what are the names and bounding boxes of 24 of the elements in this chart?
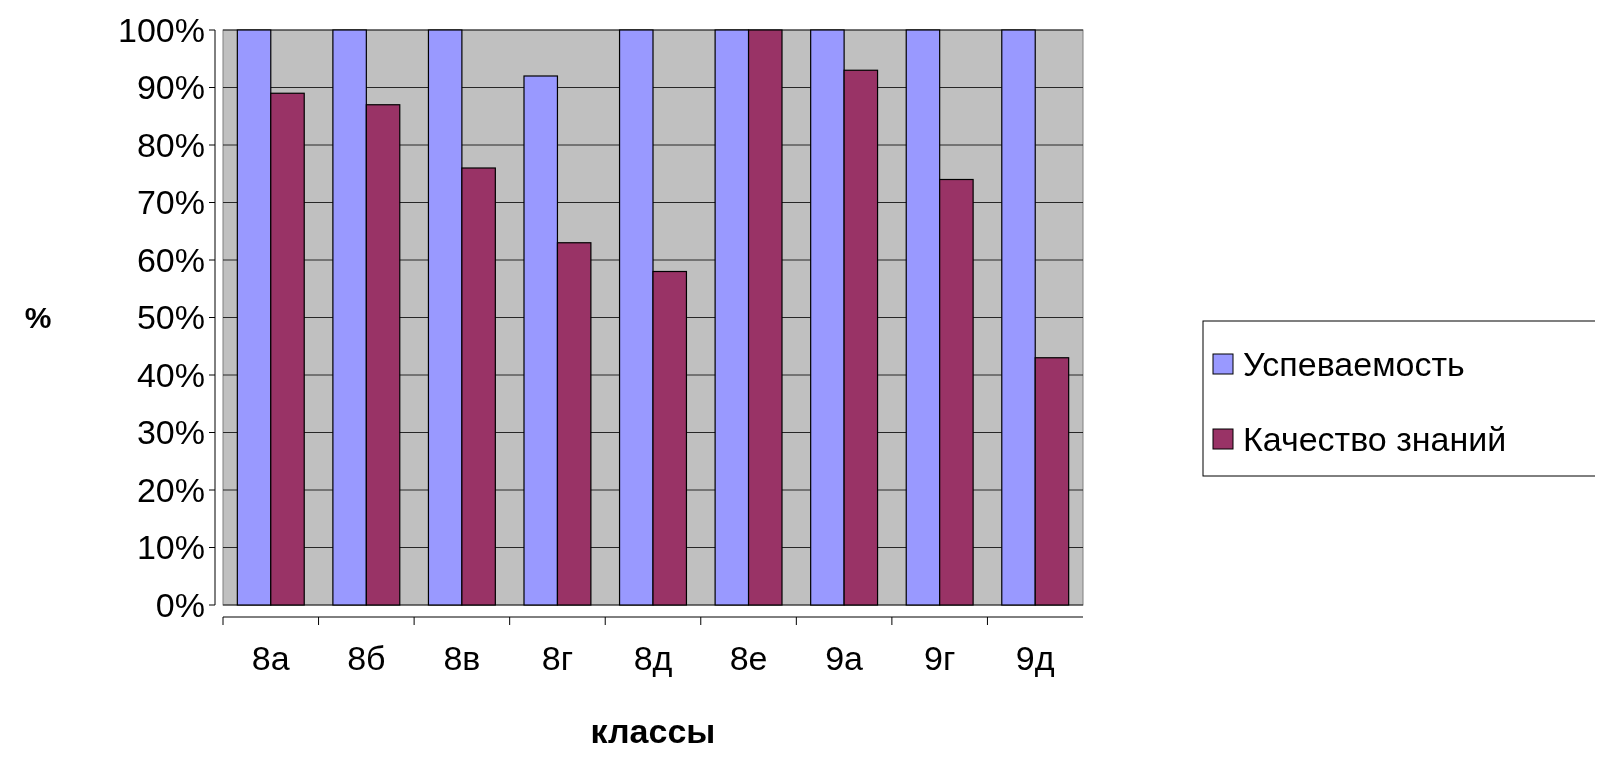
y-tick-label: 0% (155, 585, 205, 624)
x-tick-label: 8е (729, 639, 768, 677)
x-tick-label: 8в (443, 639, 481, 677)
x-tick-label: 8а (251, 639, 290, 677)
x-axis-title: классы (590, 712, 716, 750)
y-tick-label: 100% (118, 10, 205, 49)
y-tick-label: 80% (136, 125, 205, 164)
x-tick-label: 9д (1015, 639, 1055, 677)
y-tick-label: 50% (136, 298, 205, 337)
legend-label: Успеваемость (1243, 344, 1465, 383)
x-tick-label: 8г (541, 639, 574, 677)
y-tick-label: 20% (136, 470, 205, 509)
x-tick-label: 8д (633, 639, 673, 677)
legend-label: Качество знаний (1243, 419, 1507, 458)
y-tick-label: 40% (136, 355, 205, 394)
x-tick-label: 9г (924, 639, 956, 677)
y-tick-label: 30% (136, 413, 205, 452)
y-tick-label: 60% (136, 240, 205, 279)
y-tick-label: 10% (136, 528, 205, 567)
y-tick-label: 70% (136, 183, 205, 222)
x-tick-label: 8б (347, 639, 386, 677)
x-tick-label: 9а (825, 639, 864, 677)
y-axis-title: % (24, 301, 52, 334)
y-tick-label: 90% (136, 68, 205, 107)
